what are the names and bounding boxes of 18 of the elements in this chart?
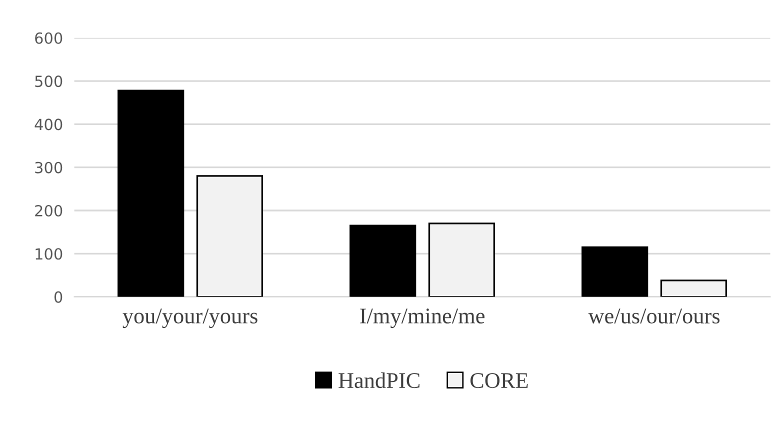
y-tick-label: 300	[35, 162, 62, 174]
bar	[428, 222, 496, 297]
x-tick-label: I/my/mine/me	[360, 308, 484, 328]
x-tick-label: you/your/yours	[122, 308, 258, 328]
bar	[660, 280, 728, 297]
bar	[196, 175, 264, 297]
y-tick-label: 500	[35, 76, 62, 88]
y-tick-label: 600	[35, 32, 62, 44]
bar	[582, 246, 648, 297]
x-tick-label: we/us/our/ours	[588, 308, 720, 324]
bar	[350, 224, 416, 297]
y-tick-label: 0	[54, 291, 62, 303]
bar	[118, 90, 184, 297]
legend-label: HandPIC	[338, 372, 420, 388]
y-tick-label: 200	[35, 204, 62, 217]
legend-label: CORE	[470, 373, 528, 388]
y-tick-label: 400	[34, 118, 62, 130]
y-tick-label: 100	[36, 248, 62, 260]
